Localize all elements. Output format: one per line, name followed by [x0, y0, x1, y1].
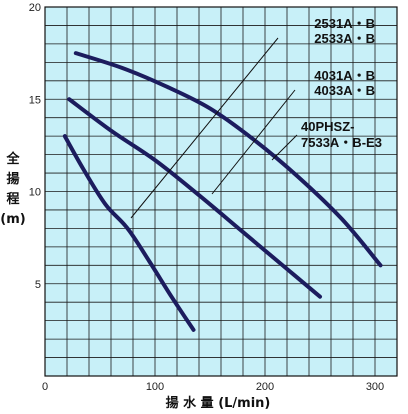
x-tick-labels: 0 100 200 300: [42, 381, 384, 393]
x-axis-title: 揚 水 量 (L/min): [166, 395, 271, 411]
series-label-1: 2531A・B: [314, 16, 375, 31]
series-label-2: 4033A・B: [314, 83, 375, 98]
y-axis-title-char: 程: [6, 192, 19, 207]
label-leaders: [130, 37, 298, 219]
grid: [45, 7, 397, 376]
series-label-2: 4031A・B: [314, 68, 375, 83]
series-label-3: 7533A・B-E3: [301, 135, 382, 150]
x-tick-label: 100: [146, 381, 164, 393]
x-tick-label: 0: [42, 381, 48, 393]
y-axis-title-char: 全: [5, 151, 20, 167]
leader-line-1: [130, 37, 279, 219]
series-label-1: 2533A・B: [314, 31, 375, 46]
curves: [62, 51, 383, 332]
x-tick-label: 200: [256, 381, 274, 393]
y-tick-label: 15: [29, 94, 41, 106]
series-line-3: [73, 51, 383, 268]
leader-line-3: [271, 134, 298, 161]
plot-frame: [44, 6, 398, 377]
series-label-3: 40PHSZ-: [301, 119, 354, 134]
leader-line-2: [211, 89, 296, 195]
y-tick-label: 10: [29, 187, 41, 199]
y-tick-label: 5: [35, 279, 41, 291]
series-line-1: [62, 134, 196, 332]
y-tick-label: 20: [29, 2, 41, 14]
y-axis-title-char: (m): [0, 212, 25, 227]
y-axis-title: 全揚程 (m): [0, 151, 25, 227]
y-tick-labels: 5 10 15 20: [29, 2, 41, 291]
x-tick-label: 300: [366, 381, 384, 393]
y-axis-title-char: 揚: [6, 171, 19, 187]
series-line-2: [67, 97, 322, 299]
